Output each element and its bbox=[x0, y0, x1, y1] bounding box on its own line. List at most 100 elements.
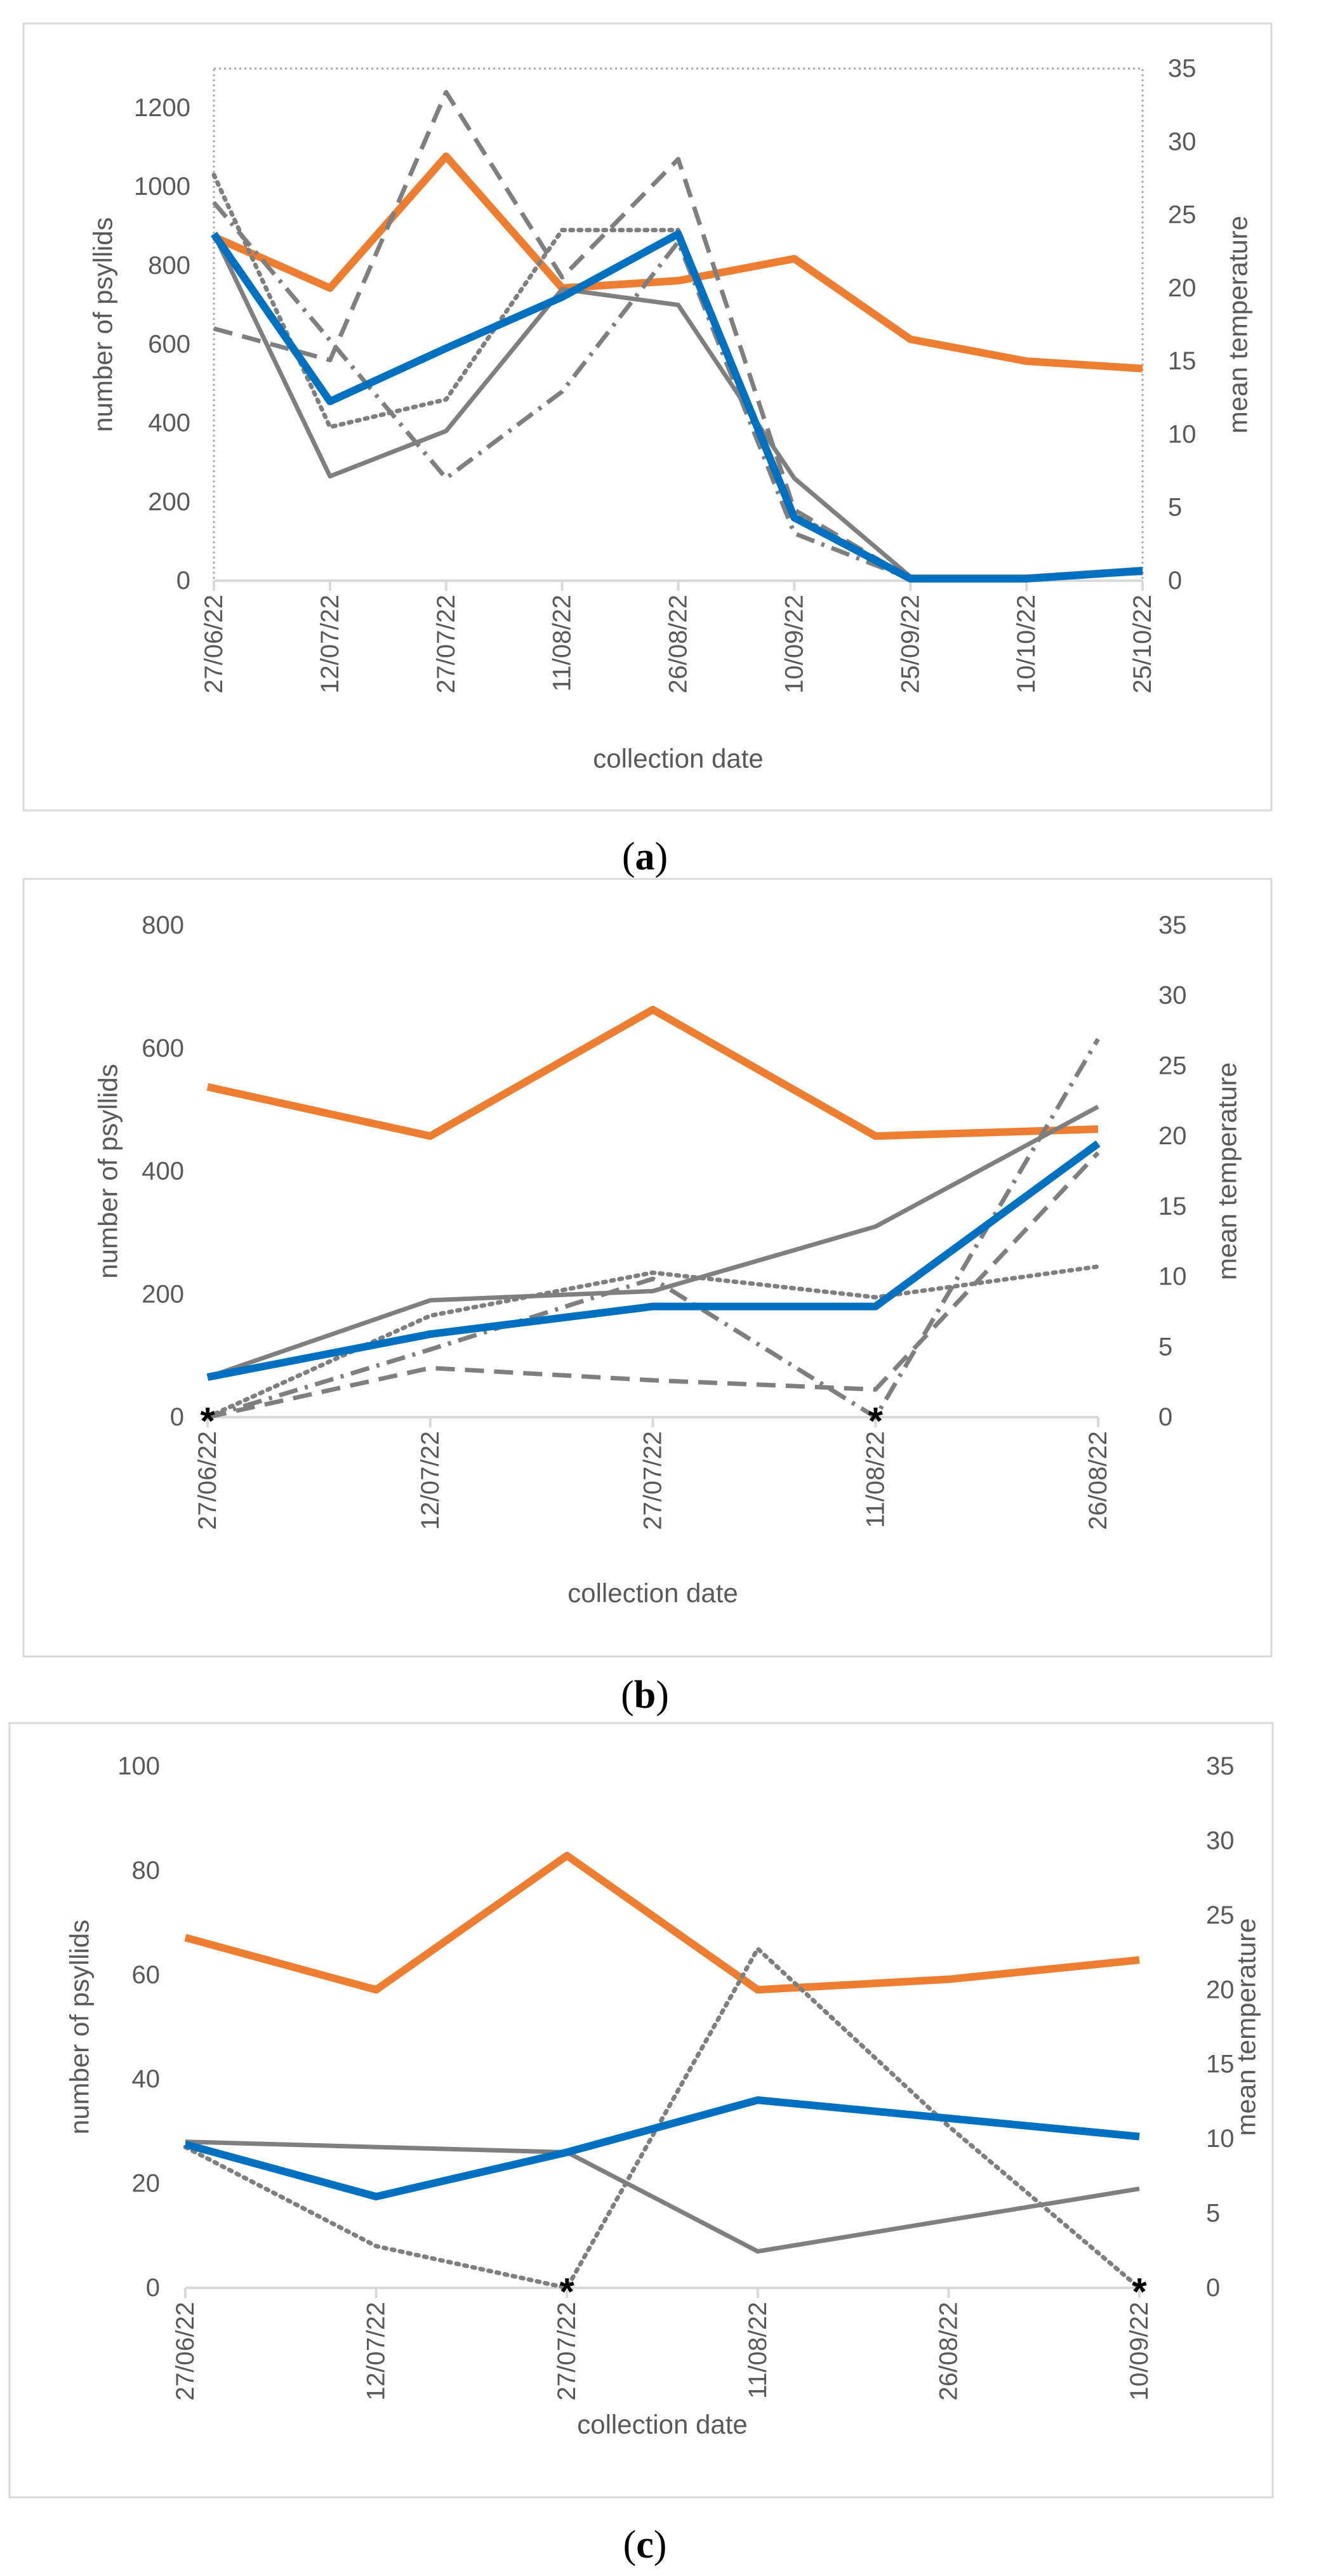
series-line-mean-psyllids bbox=[206, 1140, 1101, 1381]
series-line-mean-psyllids bbox=[211, 230, 1143, 583]
caption-paren-close: ) bbox=[654, 2523, 667, 2566]
y-left-tick-label: 0 bbox=[146, 2274, 160, 2302]
y-left-tick-label: 0 bbox=[176, 567, 190, 595]
zero-marker-asterisk: * bbox=[200, 1400, 215, 1443]
y-left-tick-label: 1200 bbox=[134, 94, 190, 122]
x-tick-label: 27/07/22 bbox=[639, 1431, 667, 1530]
y-left-tick-label: 100 bbox=[117, 1752, 160, 1780]
y-right-tick-label: 15 bbox=[1168, 347, 1196, 375]
panel-caption: (b) bbox=[621, 1674, 669, 1717]
series-line-psyllids-site-1 bbox=[207, 1151, 1100, 1420]
y-right-axis-title: mean temperature bbox=[1223, 216, 1253, 433]
caption-letter: b bbox=[634, 1674, 656, 1717]
zero-marker-asterisk: * bbox=[1132, 2271, 1147, 2313]
caption-paren-open: ( bbox=[622, 835, 635, 878]
y-right-tick-label: 30 bbox=[1206, 1826, 1235, 1854]
y-right-tick-label: 0 bbox=[1206, 2274, 1220, 2302]
x-axis-title: collection date bbox=[567, 1578, 738, 1608]
y-right-tick-label: 25 bbox=[1158, 1052, 1187, 1080]
y-right-tick-label: 5 bbox=[1158, 1333, 1172, 1361]
chart-panel-b: 27/06/22 12/07/22 27/07/22 11/08/22 26/08/22… bbox=[22, 878, 1273, 1717]
y-left-tick-label: 20 bbox=[132, 2170, 161, 2198]
x-tick-label: 10/09/22 bbox=[1125, 2302, 1153, 2401]
zero-marker-asterisk: * bbox=[560, 2271, 575, 2313]
x-tick-label: 26/08/22 bbox=[665, 595, 693, 694]
chart-panel-a: 27/06/22 12/07/22 27/07/22 11/08/22 26/08/22… bbox=[22, 22, 1273, 878]
x-tick-label: 27/07/22 bbox=[553, 2302, 581, 2401]
y-left-tick-label: 1000 bbox=[134, 173, 190, 201]
x-axis-title: collection date bbox=[593, 744, 764, 774]
chart-frame bbox=[22, 22, 1273, 812]
y-right-tick-label: 20 bbox=[1206, 1976, 1235, 2004]
x-tick-label: 12/07/22 bbox=[362, 2302, 390, 2401]
y-right-axis-title: mean temperature bbox=[1212, 1062, 1242, 1280]
x-tick-label: 11/08/22 bbox=[861, 1431, 889, 1528]
y-right-tick-label: 15 bbox=[1158, 1192, 1187, 1220]
y-left-tick-label: 0 bbox=[170, 1403, 184, 1431]
x-tick-label: 25/10/22 bbox=[1129, 595, 1157, 694]
y-left-axis-title: number of psyllids bbox=[93, 1064, 123, 1278]
y-right-tick-label: 30 bbox=[1168, 128, 1196, 155]
caption-paren-open: ( bbox=[621, 1674, 634, 1717]
caption-paren-close: ) bbox=[656, 1674, 669, 1717]
x-tick-label: 10/09/22 bbox=[780, 595, 808, 694]
y-left-tick-label: 600 bbox=[148, 331, 190, 359]
x-tick-label: 25/09/22 bbox=[896, 595, 924, 694]
panel-caption: (a) bbox=[622, 835, 668, 878]
x-tick-label: 12/07/22 bbox=[416, 1431, 444, 1530]
y-right-tick-label: 30 bbox=[1158, 982, 1187, 1010]
series-line-psyllids-site-4 bbox=[206, 1104, 1099, 1380]
x-tick-label: 26/08/22 bbox=[934, 2302, 962, 2401]
y-right-tick-label: 25 bbox=[1206, 1901, 1235, 1929]
x-tick-label: 11/08/22 bbox=[548, 595, 576, 692]
x-tick-label: 27/06/22 bbox=[200, 595, 228, 694]
x-tick-label: 11/08/22 bbox=[744, 2302, 772, 2399]
y-left-tick-label: 400 bbox=[148, 409, 190, 437]
series-line-mean-psyllids bbox=[184, 2096, 1140, 2201]
caption-paren-open: ( bbox=[623, 2523, 637, 2566]
panel-caption: (c) bbox=[623, 2523, 667, 2566]
y-right-tick-label: 0 bbox=[1158, 1403, 1172, 1431]
y-right-tick-label: 0 bbox=[1168, 567, 1182, 595]
caption-paren-close: ) bbox=[655, 835, 668, 878]
y-left-tick-label: 400 bbox=[142, 1158, 184, 1186]
x-tick-label: 12/07/22 bbox=[316, 595, 344, 694]
x-tick-label: 27/07/22 bbox=[432, 595, 460, 694]
y-left-tick-label: 200 bbox=[148, 488, 190, 516]
y-right-tick-label: 35 bbox=[1168, 55, 1196, 83]
y-right-tick-label: 5 bbox=[1206, 2200, 1220, 2228]
series-line-psyllids-site-3 bbox=[183, 1946, 1142, 2290]
y-right-tick-label: 20 bbox=[1168, 274, 1196, 302]
y-left-tick-label: 80 bbox=[132, 1856, 161, 1884]
y-right-tick-label: 20 bbox=[1158, 1122, 1187, 1150]
series-line-psyllids-site-3 bbox=[211, 173, 1145, 581]
chart-panel-c: 27/06/22 12/07/22 27/07/22 11/08/22 26/08/22… bbox=[8, 1722, 1274, 2566]
x-tick-label: 26/08/22 bbox=[1084, 1431, 1112, 1530]
y-right-tick-label: 10 bbox=[1206, 2125, 1235, 2153]
y-right-axis-title: mean temperature bbox=[1231, 1918, 1261, 2136]
y-left-tick-label: 800 bbox=[142, 911, 184, 939]
y-right-tick-label: 35 bbox=[1206, 1752, 1235, 1780]
y-left-tick-label: 800 bbox=[148, 251, 190, 279]
y-right-tick-label: 25 bbox=[1168, 201, 1196, 229]
y-right-tick-label: 5 bbox=[1168, 494, 1182, 522]
caption-letter: c bbox=[636, 2523, 654, 2566]
y-left-tick-label: 40 bbox=[132, 2065, 161, 2093]
y-left-axis-title: number of psyllids bbox=[88, 217, 118, 432]
x-tick-label: 10/10/22 bbox=[1012, 595, 1040, 694]
x-tick-label: 27/06/22 bbox=[194, 1431, 222, 1530]
x-axis-title: collection date bbox=[577, 2410, 748, 2440]
y-left-tick-label: 600 bbox=[142, 1034, 184, 1062]
y-right-tick-label: 15 bbox=[1206, 2051, 1235, 2078]
y-left-axis-title: number of psyllids bbox=[65, 1920, 95, 2134]
series-line-psyllids-site-4 bbox=[185, 2139, 1140, 2254]
y-left-tick-label: 60 bbox=[132, 1961, 161, 1989]
y-right-tick-label: 10 bbox=[1168, 420, 1196, 448]
zero-marker-asterisk: * bbox=[868, 1400, 884, 1443]
chart-frame bbox=[8, 1722, 1274, 2499]
series-line-psyllids-site-2 bbox=[206, 1038, 1101, 1420]
series-line-mean-temperature bbox=[184, 1851, 1140, 1994]
series-line-mean-temperature bbox=[212, 152, 1143, 373]
